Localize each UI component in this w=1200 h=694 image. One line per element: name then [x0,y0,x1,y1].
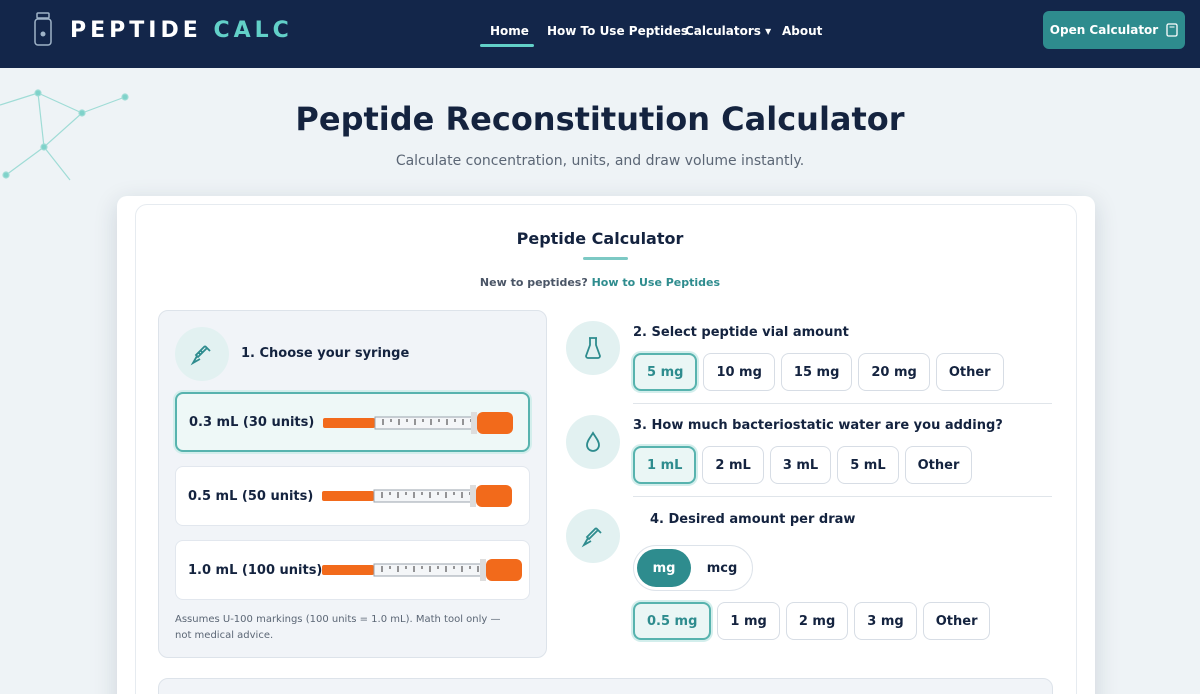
calc-icon [1166,23,1178,37]
option-button[interactable]: 1 mg [717,602,780,640]
option-button[interactable]: Other [904,446,973,484]
calculator-title: Peptide Calculator [516,229,684,248]
syringe-icon [175,327,229,381]
syringe-option[interactable]: 0.5 mL (50 units) [175,466,530,526]
button-text: Open Calculator [1049,23,1159,37]
vial-icon [566,321,620,375]
syringe-graphic [322,485,512,507]
logo-icon [34,12,52,46]
syringe-option[interactable]: 0.3 mL (30 units) [175,392,530,452]
icon [586,431,600,452]
step-heading: 4. Desired amount per draw [650,512,856,527]
brand[interactable]: PEPTIDE CALC [70,18,293,43]
option-button[interactable]: 3 mL [769,446,832,484]
option-button[interactable]: 3 mg [854,602,917,640]
unit-toggle: mg mcg [633,545,753,591]
nav-link[interactable]: Home [490,24,529,38]
icon [190,345,211,366]
option-button[interactable]: 2 mL [702,446,764,484]
unit-option[interactable]: mcg [706,560,738,576]
icon [581,527,602,548]
option-button[interactable]: Other [935,353,1004,391]
brand-word: CALC [213,18,293,43]
syringe-label: 0.3 mL (30 units) [189,414,315,430]
option-button[interactable]: 0.5 mg [633,602,712,640]
water-icon [566,415,620,469]
option-button[interactable]: 20 mg [858,353,930,391]
intro-text: New to peptides? [479,276,588,289]
option-button[interactable]: 5 mg [633,353,698,391]
option-button[interactable]: 15 mg [780,353,853,391]
syringe-graphic [322,559,522,581]
nav-link[interactable]: How To Use Peptides [547,24,689,38]
option-button[interactable]: Other [922,602,991,640]
navbar: PEPTIDE CALC Home How To Use Peptides Ca… [0,0,1200,68]
results-panel [158,678,1053,694]
step-heading: 1. Choose your syringe [241,346,410,361]
option-button[interactable]: 5 mL [837,446,899,484]
dose-options: 0.5 mg 1 mg 2 mg 3 mg Other [633,602,996,640]
intro: New to peptides? How to Use Peptides [0,276,1200,289]
hero-title: Peptide Reconstitution Calculator [295,100,905,138]
syringe-label: 0.5 mL (50 units) [188,488,314,504]
network-decoration [0,89,129,181]
brand-word: PEPTIDE [70,18,202,43]
divider [633,403,1052,404]
syringe-label: 1.0 mL (100 units) [188,562,323,578]
option-button[interactable]: 10 mg [703,353,775,391]
hero-subtitle: Calculate concentration, units, and draw… [395,153,805,169]
syringe-graphic [323,412,513,434]
unit-option[interactable]: mg [637,549,691,587]
disclaimer: Assumes U-100 markings (100 units = 1.0 … [175,614,501,641]
divider [633,496,1052,497]
nav-text: Calculators [685,24,761,38]
nav-link[interactable]: Calculators ▾ [685,24,772,38]
syringe-option[interactable]: 1.0 mL (100 units) [175,540,530,600]
nav-link[interactable]: About [782,24,823,38]
water-options: 1 mL 2 mL 3 mL 5 mL Other [633,446,978,484]
vial-options: 5 mg 10 mg 15 mg 20 mg Other [633,353,1010,391]
active-indicator [480,44,534,47]
open-calculator-button[interactable]: Open Calculator [1043,11,1185,49]
step-heading: 3. How much bacteriostatic water are you… [633,418,1003,433]
title-underline [583,257,628,260]
icon [585,337,601,359]
option-button[interactable]: 1 mL [633,446,697,484]
step-heading: 2. Select peptide vial amount [633,325,849,340]
option-button[interactable]: 2 mg [785,602,849,640]
dose-icon [566,509,620,563]
intro-link[interactable]: How to Use Peptides [591,276,721,289]
calculator-inner [135,204,1077,694]
